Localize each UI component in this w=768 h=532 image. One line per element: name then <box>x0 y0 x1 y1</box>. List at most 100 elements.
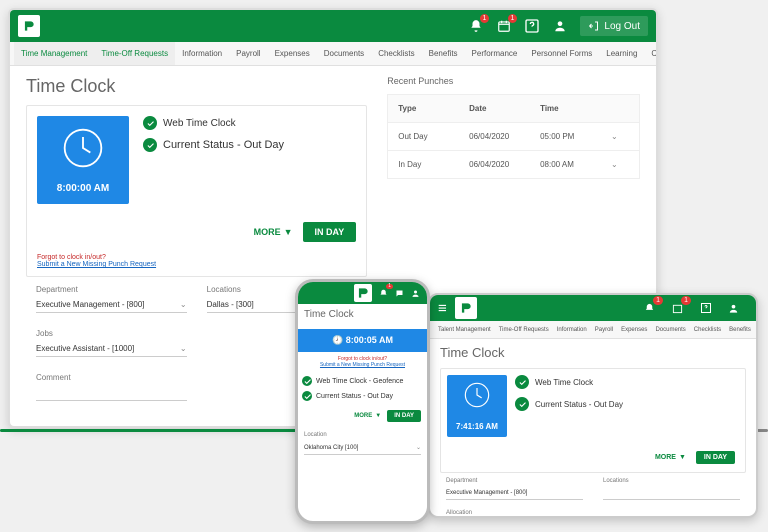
tab-performance[interactable]: Performance <box>465 42 525 65</box>
app-logo[interactable] <box>18 15 40 37</box>
chevron-down-icon: ▼ <box>679 454 686 461</box>
bell-icon[interactable]: 1 <box>641 299 659 317</box>
tab-personnel[interactable]: Personnel Forms <box>524 42 599 65</box>
in-day-button[interactable]: IN DAY <box>387 410 421 422</box>
tab-benefits[interactable]: Benefits <box>725 321 755 338</box>
clock-time: 8:00:00 AM <box>41 183 125 194</box>
tab-information[interactable]: Information <box>175 42 229 65</box>
chevron-down-icon: ⌄ <box>180 300 187 309</box>
allocation-field[interactable]: Allocation <box>446 510 583 518</box>
clock-time: 8:00:05 AM <box>346 335 393 345</box>
missing-punch-link[interactable]: Submit a New Missing Punch Request <box>308 362 417 368</box>
department-field[interactable]: Department Executive Management - [800] <box>446 478 583 500</box>
dept-label: Department <box>36 285 187 294</box>
current-status-label: Current Status - Out Day <box>163 139 284 151</box>
tab-documents[interactable]: Documents <box>317 42 371 65</box>
chat-icon[interactable] <box>393 287 405 299</box>
help-icon[interactable] <box>697 299 715 317</box>
table-row[interactable]: Out Day 06/04/2020 05:00 PM ⌄ <box>387 123 640 151</box>
calendar-icon[interactable]: 1 <box>495 17 513 35</box>
user-icon[interactable] <box>409 287 421 299</box>
more-button[interactable]: MORE▼ <box>655 454 686 461</box>
page-title: Time Clock <box>26 76 367 97</box>
clock-display: 8:00:00 AM <box>37 116 129 204</box>
department-field[interactable]: Department Executive Management - [800]⌄ <box>36 285 187 313</box>
chevron-down-icon: ▼ <box>375 413 381 419</box>
more-button[interactable]: MORE ▼ <box>254 227 293 237</box>
more-button[interactable]: MORE▼ <box>354 413 381 419</box>
tab-company-info[interactable]: Company Information <box>644 42 656 65</box>
chevron-down-icon: ▼ <box>284 227 293 237</box>
punches-table: Type Date Time Out Day 06/04/2020 05:00 … <box>387 94 640 179</box>
check-icon <box>302 376 312 386</box>
chevron-down-icon: ⌄ <box>180 344 187 353</box>
tab-time-off[interactable]: Time-Off Requests <box>495 321 553 338</box>
nav-tabs: Time Management Time-Off Requests Inform… <box>10 42 656 66</box>
forgot-question: Forgot to clock in/out? <box>37 254 356 261</box>
tab-learning[interactable]: Learning <box>599 42 644 65</box>
table-header: Type Date Time <box>387 94 640 123</box>
laptop-screen: ≡ 1 1 Talent Management Time-Off Request… <box>428 293 758 518</box>
check-icon <box>515 397 529 411</box>
clock-icon: 🕗 <box>332 335 343 345</box>
tab-payroll[interactable]: Payroll <box>229 42 267 65</box>
recent-punches-title: Recent Punches <box>387 76 640 86</box>
help-icon[interactable] <box>523 17 541 35</box>
clock-icon <box>61 126 105 170</box>
phone-screen: 1 Time Clock 🕗 8:00:05 AM Forgot to cloc… <box>295 279 430 524</box>
tab-talent[interactable]: Talent Management <box>434 321 495 338</box>
top-navbar: ≡ 1 1 <box>430 295 756 321</box>
locations-field[interactable]: Locations <box>603 478 740 500</box>
time-clock-card: 7:41:16 AM Web Time Clock Current Status… <box>440 368 746 473</box>
jobs-label: Jobs <box>36 329 187 338</box>
chevron-down-icon: ⌄ <box>611 160 629 169</box>
logout-button[interactable]: Log Out <box>580 16 648 36</box>
tab-benefits[interactable]: Benefits <box>422 42 465 65</box>
top-navbar: 1 <box>298 282 427 304</box>
clock-time: 7:41:16 AM <box>449 422 505 431</box>
in-day-button[interactable]: IN DAY <box>303 222 357 242</box>
tab-checklists[interactable]: Checklists <box>371 42 421 65</box>
tab-information[interactable]: Information <box>553 321 591 338</box>
calendar-badge: 1 <box>508 14 518 23</box>
check-icon <box>143 138 157 152</box>
bell-icon[interactable]: 1 <box>377 287 389 299</box>
bell-badge: 1 <box>480 14 490 23</box>
page-title: Time Clock <box>440 345 746 360</box>
location-field[interactable]: Location Oklahoma City [100]⌄ <box>298 432 427 455</box>
menu-icon[interactable]: ≡ <box>438 300 447 317</box>
tab-time-off[interactable]: Time-Off Requests <box>94 42 175 65</box>
user-icon[interactable] <box>725 299 743 317</box>
time-clock-card: 8:00:00 AM Web Time Clock Current Status… <box>26 105 367 277</box>
comment-field[interactable]: Comment <box>36 373 187 401</box>
comment-label: Comment <box>36 373 187 382</box>
in-day-button[interactable]: IN DAY <box>696 451 735 464</box>
app-logo[interactable] <box>354 284 372 302</box>
tab-payroll[interactable]: Payroll <box>591 321 617 338</box>
user-icon[interactable] <box>551 17 569 35</box>
tab-expenses[interactable]: Expenses <box>268 42 317 65</box>
chevron-down-icon: ⌄ <box>416 444 421 451</box>
table-row[interactable]: In Day 06/04/2020 08:00 AM ⌄ <box>387 151 640 179</box>
nav-tabs: Talent Management Time-Off Requests Info… <box>430 321 756 339</box>
chevron-down-icon: ⌄ <box>611 132 629 141</box>
bell-icon[interactable]: 1 <box>467 17 485 35</box>
missing-punch-link[interactable]: Submit a New Missing Punch Request <box>37 261 356 268</box>
tab-performance[interactable]: Performance <box>755 321 756 338</box>
calendar-icon[interactable]: 1 <box>669 299 687 317</box>
tab-time-management[interactable]: Time Management <box>14 42 94 65</box>
tab-documents[interactable]: Documents <box>651 321 689 338</box>
tab-expenses[interactable]: Expenses <box>617 321 651 338</box>
tab-checklists[interactable]: Checklists <box>690 321 725 338</box>
top-navbar: 1 1 Log Out <box>10 10 656 42</box>
app-logo[interactable] <box>455 297 477 319</box>
clock-icon <box>463 381 491 409</box>
web-time-clock-label: Web Time Clock <box>163 118 236 129</box>
page-title: Time Clock <box>304 309 421 320</box>
logout-label: Log Out <box>604 21 640 32</box>
check-icon <box>302 391 312 401</box>
check-icon <box>515 375 529 389</box>
jobs-field[interactable]: Jobs Executive Assistant - [1000]⌄ <box>36 329 187 357</box>
clock-display: 7:41:16 AM <box>447 375 507 437</box>
clock-display: 🕗 8:00:05 AM <box>298 329 427 352</box>
